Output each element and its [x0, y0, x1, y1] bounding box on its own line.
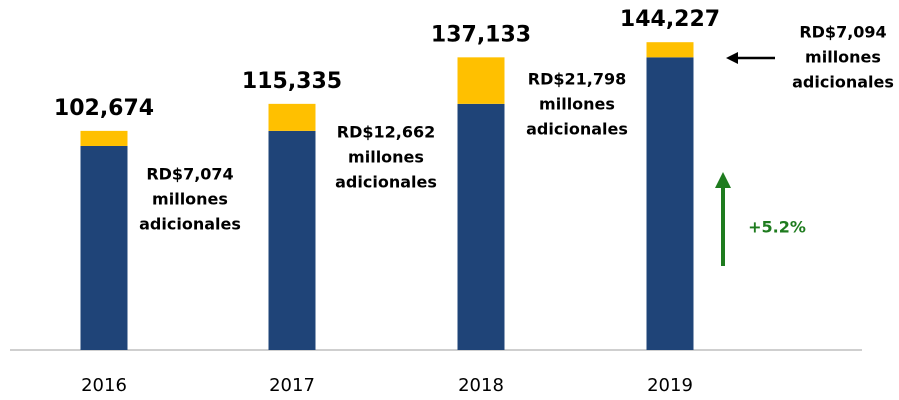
value-label-text: adicionales	[335, 173, 437, 192]
x-tick-label: 2019	[647, 375, 693, 396]
total-label: 102,674	[54, 96, 154, 121]
bar-segment	[268, 130, 316, 350]
value-label: RD$7,094	[799, 23, 886, 42]
x-tick-label: 2018	[458, 375, 504, 396]
value-label: RD$7,074	[146, 165, 233, 184]
value-label-text: millones	[152, 190, 228, 209]
value-label-text: adicionales	[792, 73, 894, 92]
bar-segment	[80, 145, 128, 350]
value-label-text: adicionales	[139, 215, 241, 234]
value-label-text: adicionales	[526, 120, 628, 139]
pointer-arrow-head	[726, 52, 738, 64]
bar-segment	[80, 130, 128, 146]
value-label-text: millones	[348, 148, 424, 167]
bar-segment	[457, 57, 505, 104]
bar-segment	[646, 42, 694, 58]
value-label-text: millones	[805, 48, 881, 67]
bar-segment	[268, 103, 316, 131]
value-label-text: millones	[539, 95, 615, 114]
x-tick-label: 2017	[269, 375, 315, 396]
growth-arrow-head	[715, 172, 731, 188]
value-label: RD$12,662	[337, 123, 435, 142]
growth-label: +5.2%	[748, 218, 806, 237]
x-tick-label: 2016	[81, 375, 127, 396]
bar-segment	[457, 103, 505, 350]
bar-segment	[646, 57, 694, 351]
value-label: RD$21,798	[528, 70, 626, 89]
total-label: 115,335	[242, 69, 342, 94]
total-label: 144,227	[620, 7, 720, 32]
total-label: 137,133	[431, 22, 531, 47]
